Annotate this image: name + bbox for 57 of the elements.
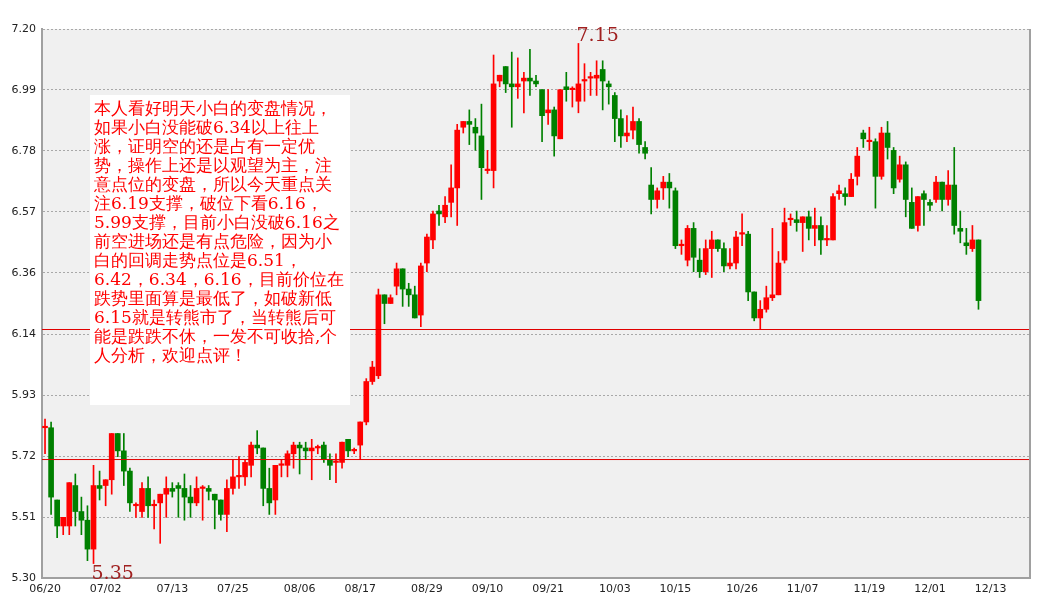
candlestick [211, 493, 218, 530]
candlestick [42, 418, 48, 455]
candlestick [660, 176, 667, 200]
candlestick [921, 190, 927, 226]
y-tick-label: 5.93 [11, 387, 36, 401]
candlestick [957, 210, 964, 244]
x-tick-label: 12/01 [914, 582, 946, 596]
candlestick [545, 89, 551, 125]
x-tick-label: 08/17 [344, 582, 377, 596]
y-tick-label: 6.99 [11, 82, 36, 96]
candlestick [466, 109, 473, 145]
candlestick [327, 453, 333, 481]
x-tick-label: 08/29 [411, 582, 443, 596]
y-tick-label: 6.36 [11, 265, 36, 279]
text: 本人看好明天小白的变盘情况，如果小白没能破6.34以上往上涨，证明空的还是占有一定优势，操作上还是以观望为主，注意点位的变盘，所以今天重点关注6.19支撑，破位下看6.16，5.99支撑，目前小白没破6.16之前空进场还是有点危险，因为小白的回调走势点位是6.51，6.42，6.34，6.16，目前价位在跌势里面算是最低了，如破新低6.15就是转熊市了，当转熊后可能是跌跌不休，一发不可收拾,个人分析，欢迎点评！ [94, 98, 344, 365]
candlestick [739, 213, 745, 247]
x-tick-label: 11/07 [786, 582, 819, 596]
candlestick [314, 444, 321, 455]
annotation: 5.35 [91, 560, 134, 583]
x-tick-label: 09/21 [532, 582, 564, 596]
x-tick-label: 10/03 [598, 582, 631, 596]
x-tick-label: 07/02 [89, 582, 122, 596]
y-tick-label: 5.30 [11, 570, 36, 584]
candlestick [605, 80, 612, 105]
candlestick [514, 57, 521, 99]
candlestick [527, 48, 533, 96]
x-tick-label: 11/19 [853, 582, 886, 596]
x-tick-label: 10/26 [726, 582, 758, 596]
y-tick-label: 7.20 [11, 21, 36, 35]
candlestick [533, 74, 539, 88]
candlestick [599, 60, 606, 111]
annotation: 7.15 [576, 22, 619, 45]
y-tick-label: 6.14 [11, 326, 36, 340]
x-tick-label: 08/06 [283, 582, 316, 596]
candlestick [508, 51, 515, 128]
candlestick [254, 430, 261, 455]
y-tick-label: 5.72 [11, 448, 36, 462]
x-tick-label: 06/20 [29, 582, 61, 596]
candlestick [405, 282, 412, 307]
y-tick-label: 6.57 [11, 204, 36, 218]
candlestick [151, 499, 157, 530]
candlestick [521, 72, 527, 114]
candlestick [308, 438, 315, 481]
candlestick [811, 207, 818, 247]
candlestick [842, 187, 848, 206]
y-tick-label: 6.78 [11, 143, 36, 157]
x-tick-label: 09/10 [471, 582, 504, 596]
candlestick [436, 204, 442, 226]
candlestick [799, 216, 806, 252]
candlestick [563, 72, 570, 102]
x-tick-label: 07/13 [156, 582, 189, 596]
x-tick-label: 12/13 [974, 582, 1007, 596]
y-tick-label: 5.51 [11, 509, 36, 523]
candlestick [624, 115, 630, 143]
x-tick-label: 07/25 [217, 582, 249, 596]
candlestick [727, 248, 733, 270]
x-tick-label: 10/15 [659, 582, 692, 596]
